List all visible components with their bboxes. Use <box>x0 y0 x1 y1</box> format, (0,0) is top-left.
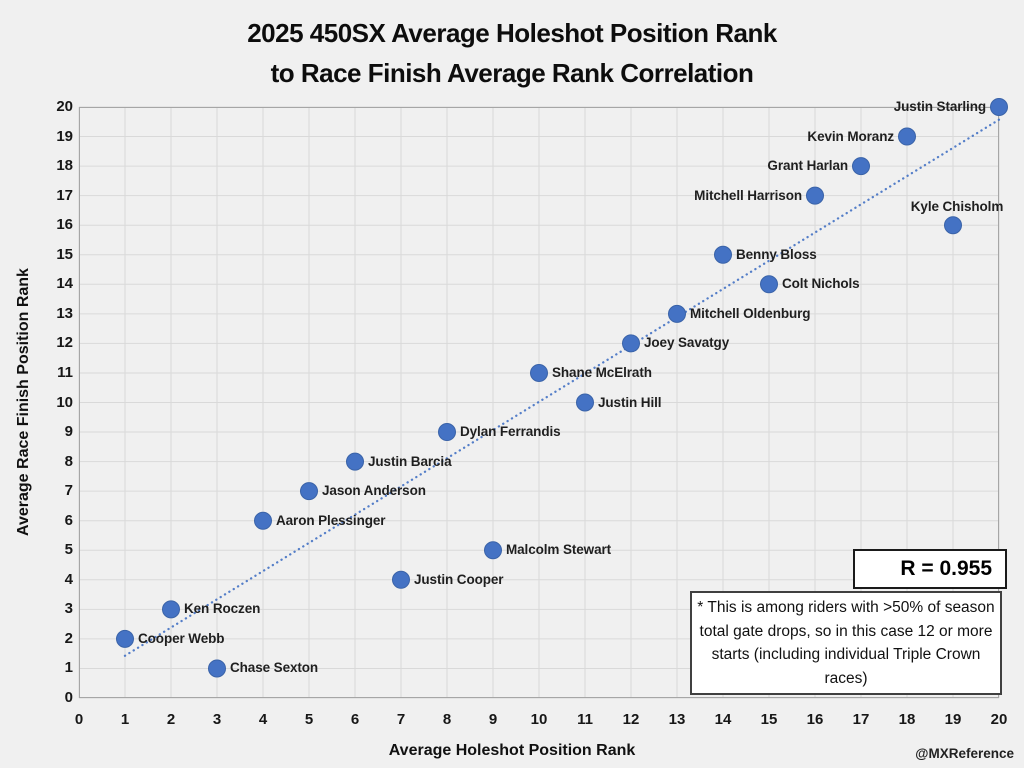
x-tick-label: 8 <box>442 711 452 728</box>
data-point <box>714 245 732 264</box>
x-tick-label: 0 <box>74 711 84 728</box>
x-tick-label: 11 <box>577 711 593 728</box>
y-tick-label: 20 <box>56 98 73 115</box>
data-point <box>438 423 456 442</box>
data-point <box>484 541 502 560</box>
point-label: Kevin Moranz <box>807 128 894 144</box>
y-tick-label: 11 <box>57 363 73 381</box>
y-tick-label: 1 <box>64 659 73 677</box>
x-tick-label: 10 <box>530 711 548 728</box>
data-point <box>806 186 824 205</box>
y-tick-label: 8 <box>64 452 73 470</box>
y-tick-label: 18 <box>56 157 73 175</box>
point-label: Kyle Chisholm <box>910 199 1004 215</box>
x-tick-label: 2 <box>166 711 176 728</box>
x-tick-label: 15 <box>760 711 778 728</box>
data-point <box>668 304 686 323</box>
x-tick-label: 14 <box>714 711 732 728</box>
footnote-box: * This is among riders with >50% of seas… <box>690 591 1002 695</box>
point-label: Benny Bloss <box>736 246 817 262</box>
point-label: Ken Roczen <box>184 601 261 617</box>
y-tick-label: 6 <box>64 511 73 529</box>
data-point <box>760 275 778 294</box>
footnote-text: * This is among riders with >50% of seas… <box>697 599 995 687</box>
y-tick-label: 19 <box>56 127 73 145</box>
data-point <box>530 363 548 382</box>
y-tick-label: 15 <box>56 245 73 263</box>
point-label: Justin Cooper <box>414 571 504 587</box>
point-label: Justin Barcia <box>368 453 452 469</box>
r-value-box: R = 0.955 <box>853 549 1007 589</box>
data-point <box>392 570 410 589</box>
plot-area: Cooper Webb Ken Roczen Chase Sexton Aaron P… <box>78 98 1008 699</box>
point-label: Justin Starling <box>893 99 986 114</box>
data-point <box>300 482 318 501</box>
y-tick-label: 17 <box>56 186 73 204</box>
data-point <box>576 393 594 412</box>
y-tick-label: 10 <box>56 393 73 411</box>
r-value-text: R = 0.955 <box>900 557 992 580</box>
data-point <box>254 511 272 530</box>
y-tick-label: 16 <box>56 216 73 234</box>
point-label: Cooper Webb <box>138 630 225 646</box>
point-label: Mitchell Oldenburg <box>690 305 811 321</box>
point-label: Chase Sexton <box>230 660 319 676</box>
point-label: Shane McElrath <box>552 364 652 380</box>
point-label: Dylan Ferrandis <box>460 424 561 440</box>
point-label: Aaron Plessinger <box>276 512 386 528</box>
point-label: Mitchell Harrison <box>694 187 802 203</box>
x-tick-label: 18 <box>898 711 916 728</box>
data-point <box>346 452 364 471</box>
point-label: Colt Nichols <box>782 276 860 292</box>
x-tick-label: 7 <box>396 711 406 728</box>
point-label: Grant Harlan <box>767 158 848 174</box>
y-tick-label: 5 <box>64 541 73 559</box>
y-tick-label: 2 <box>64 629 73 647</box>
x-tick-label: 19 <box>944 711 962 728</box>
plot-border <box>79 107 999 698</box>
x-tick-label: 3 <box>212 711 222 728</box>
data-point <box>990 98 1008 116</box>
y-tick-label: 3 <box>64 600 73 618</box>
chart-title-line1: 2025 450SX Average Holeshot Position Ran… <box>247 18 777 48</box>
y-tick-label: 0 <box>64 689 73 706</box>
y-tick-label: 9 <box>64 423 73 441</box>
point-label: Malcolm Stewart <box>506 542 612 558</box>
x-tick-label: 17 <box>852 711 870 728</box>
y-tick-label: 7 <box>64 482 73 500</box>
data-point <box>162 600 180 619</box>
point-label: Joey Savatgy <box>644 335 730 351</box>
watermark: @MXReference <box>915 746 1014 761</box>
y-tick-label: 13 <box>56 304 73 322</box>
x-tick-label: 13 <box>668 711 686 728</box>
data-point <box>852 157 870 176</box>
y-tick-label: 12 <box>56 334 73 352</box>
x-tick-label: 1 <box>120 711 130 728</box>
x-tick-label: 4 <box>258 711 268 728</box>
x-tick-label: 6 <box>350 711 360 728</box>
x-tick-label: 12 <box>622 711 640 728</box>
x-tick-label: 20 <box>990 711 1008 728</box>
x-axis-title: Average Holeshot Position Rank <box>388 742 636 759</box>
x-tick-label: 16 <box>806 711 824 728</box>
y-tick-label: 14 <box>56 275 73 293</box>
y-tick-label: 4 <box>64 570 73 588</box>
chart-title-line2: to Race Finish Average Rank Correlation <box>270 58 754 88</box>
scatter-plot <box>78 98 1008 699</box>
chart-title: 2025 450SX Average Holeshot Position Ran… <box>0 13 1024 93</box>
data-point <box>208 659 226 678</box>
x-tick-label: 9 <box>488 711 498 728</box>
data-point <box>622 334 640 353</box>
x-tick-label: 5 <box>304 711 314 728</box>
data-point <box>898 127 916 146</box>
data-point <box>944 216 962 235</box>
data-point <box>116 629 134 648</box>
y-axis-title: Average Race Finish Position Rank <box>15 268 32 536</box>
point-label: Justin Hill <box>598 394 662 410</box>
point-label: Jason Anderson <box>322 483 426 499</box>
